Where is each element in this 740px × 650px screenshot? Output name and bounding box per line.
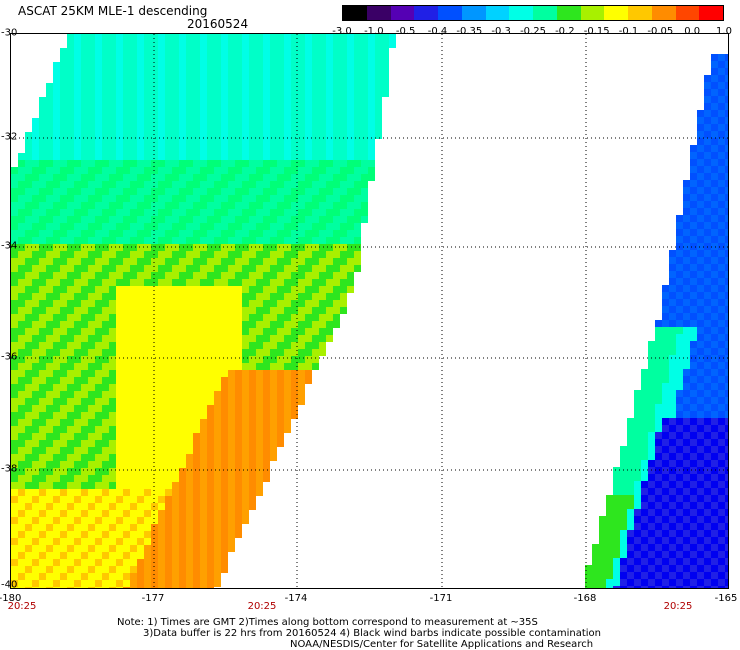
chart-date: 20160524 <box>187 17 249 31</box>
lon-label-180: -180 <box>0 593 22 604</box>
note-line-1: Note: 1) Times are GMT 2)Times along bot… <box>117 617 538 628</box>
color-scale-label: -3.0 <box>332 26 352 37</box>
color-swatch-4 <box>438 6 462 20</box>
color-swatch-5 <box>461 6 486 20</box>
color-scale-bar <box>342 5 724 21</box>
color-swatch-15 <box>699 6 723 20</box>
lon-label-177: -177 <box>141 593 165 604</box>
color-scale-label: -0.2 <box>555 26 575 37</box>
swath-map-canvas <box>11 34 728 588</box>
color-scale-label: 1.0 <box>716 26 732 37</box>
color-scale-label: -0.35 <box>456 26 483 37</box>
note-line-2: 3)Data buffer is 22 hrs from 20160524 4)… <box>143 628 601 639</box>
lat-label-34: -34 <box>1 240 18 252</box>
lat-label-38: -38 <box>1 463 18 475</box>
swath-right <box>585 54 728 588</box>
lon-label-165: -165 <box>714 593 738 604</box>
lat-label-40: -40 <box>1 579 18 591</box>
lon-label-168: -168 <box>573 593 597 604</box>
time-label-middle: 20:25 <box>247 601 277 612</box>
lon-label-174: -174 <box>284 593 308 604</box>
color-swatch-10 <box>580 6 605 20</box>
color-swatch-3 <box>414 6 438 20</box>
color-scale-label: -0.5 <box>395 26 416 37</box>
color-scale-label: -0.15 <box>583 26 610 37</box>
chart-title: ASCAT 25KM MLE-1 descending <box>18 4 208 18</box>
lat-label-36: -36 <box>1 351 18 363</box>
time-label-left: 20:25 <box>7 601 37 612</box>
color-swatch-6 <box>485 6 510 20</box>
color-swatch-8 <box>533 6 557 20</box>
map-grid <box>11 34 728 588</box>
color-scale-label: 0.0 <box>684 26 701 37</box>
time-label-right: 20:25 <box>663 601 693 612</box>
swath-map <box>10 33 729 589</box>
swath-left <box>11 34 396 588</box>
color-scale-label: -0.3 <box>491 26 511 37</box>
color-swatch-0 <box>343 6 367 20</box>
color-swatch-1 <box>366 6 391 20</box>
lon-label-171: -171 <box>429 593 453 604</box>
lat-label-32: -32 <box>1 131 18 143</box>
color-swatch-14 <box>675 6 700 20</box>
color-scale-label: -1.0 <box>364 26 384 37</box>
color-swatch-9 <box>556 6 581 20</box>
color-scale-label: -0.05 <box>647 26 674 37</box>
color-scale-label: -0.4 <box>427 26 448 37</box>
color-swatch-7 <box>509 6 533 20</box>
color-swatch-13 <box>651 6 676 20</box>
color-swatch-11 <box>604 6 628 20</box>
note-line-3: NOAA/NESDIS/Center for Satellite Applica… <box>290 639 594 650</box>
color-scale-label: -0.1 <box>618 26 639 37</box>
color-swatch-12 <box>628 6 652 20</box>
lat-label-30: -30 <box>1 27 18 39</box>
color-scale-label: -0.25 <box>520 26 546 37</box>
color-swatch-2 <box>390 6 415 20</box>
